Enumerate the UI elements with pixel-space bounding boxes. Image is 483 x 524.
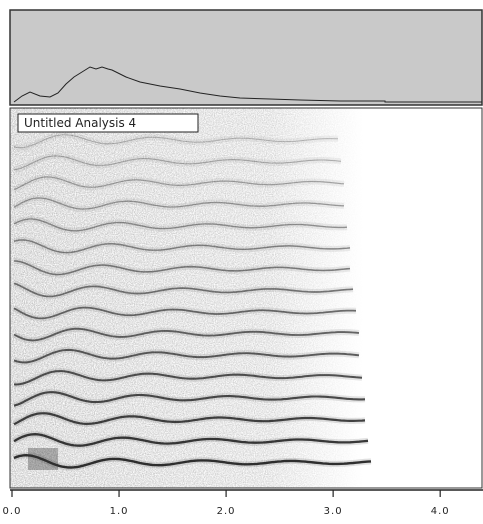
- density-blob: [28, 448, 58, 470]
- histogram-panel: [9, 9, 483, 106]
- x-tick-label: 4.0: [431, 506, 450, 517]
- density-streak-halo: [12, 304, 357, 322]
- density-streak-halo: [12, 216, 348, 234]
- density-streak: [13, 282, 354, 298]
- density-streak-halo: [12, 431, 369, 449]
- density-streak-halo: [13, 389, 366, 409]
- density-streak: [13, 306, 357, 320]
- x-tick-label: 3.0: [324, 506, 343, 517]
- density-streak-halo: [12, 174, 345, 193]
- histogram-line: [13, 66, 482, 103]
- density-streak-halo: [13, 346, 360, 366]
- density-streak-halo: [13, 368, 363, 388]
- density-plot: [10, 108, 390, 488]
- density-streak-halo: [13, 237, 351, 256]
- density-streak: [13, 391, 366, 407]
- analysis-label: Untitled Analysis 4: [24, 116, 136, 130]
- density-streak: [13, 370, 363, 386]
- density-streak-halo: [13, 152, 342, 173]
- density-streak: [13, 176, 345, 191]
- density-streak: [13, 239, 351, 254]
- density-streak: [13, 412, 366, 426]
- x-axis: 0.0 1.0 2.0 3.0 4.0: [3, 490, 450, 517]
- density-streak-halo: [12, 194, 345, 213]
- x-tick-label: 1.0: [110, 506, 129, 517]
- density-streak-halo: [12, 325, 360, 344]
- density-streak: [13, 348, 360, 364]
- density-streak: [13, 134, 339, 149]
- density-streak: [13, 260, 351, 276]
- density-streak-halo: [12, 410, 366, 427]
- density-streak: [13, 327, 360, 342]
- density-streak: [13, 155, 342, 171]
- density-streak-halo: [13, 257, 351, 278]
- x-tick-label: 0.0: [3, 506, 22, 517]
- density-noise: [10, 108, 390, 488]
- density-streak: [13, 197, 345, 210]
- x-tick-label: 2.0: [217, 506, 236, 517]
- density-streak-halo: [12, 280, 354, 300]
- density-streak: [13, 453, 372, 469]
- density-streak-halo: [12, 452, 372, 471]
- density-streak-halo: [13, 131, 339, 151]
- density-streak: [13, 433, 369, 447]
- analysis-label-box: [17, 113, 199, 133]
- density-streak: [13, 218, 348, 232]
